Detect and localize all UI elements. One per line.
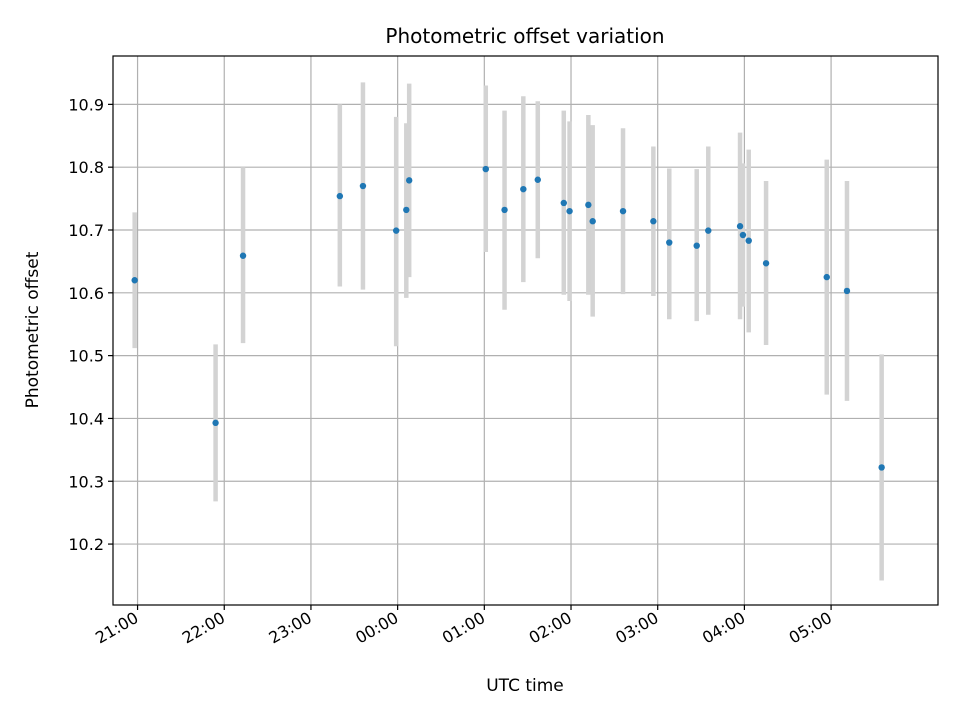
data-point [585,201,592,209]
data-point [589,218,596,225]
point-series [131,165,885,471]
data-point [762,260,770,267]
data-point [239,252,247,259]
plot-frame [112,55,939,606]
data-point [212,419,219,427]
chart-title: Photometric offset variation [385,24,664,48]
y-tick-label: 10.4 [68,409,104,428]
data-point [650,218,657,225]
y-tick-label: 10.8 [68,158,104,177]
x-axis-title: UTC time [486,676,564,696]
y-tick-label: 10.5 [68,347,104,366]
y-tick-label: 10.2 [68,535,104,554]
data-point [736,223,744,230]
data-point [482,165,489,173]
data-point [131,277,138,284]
y-tick-label: 10.3 [68,472,104,491]
data-point [336,192,344,200]
data-point [566,207,573,215]
y-tick-label: 10.7 [68,221,104,240]
data-point [693,242,700,249]
data-point [739,231,747,239]
data-point [823,273,830,281]
data-point [534,176,541,183]
data-point [619,207,627,215]
data-point [666,239,673,246]
data-point [843,287,851,295]
y-tick-label: 10.9 [68,95,104,114]
data-point [745,237,752,244]
y-axis: 10.2 10.3 10.4 10.5 10.6 10.7 10.8 10.9 [68,95,113,554]
data-point [403,206,410,214]
y-tick-label: 10.6 [68,284,104,303]
data-point [392,227,400,234]
data-point [520,185,527,193]
data-point [878,464,885,471]
y-axis-title: Photometric offset [23,251,43,408]
data-point [560,199,567,207]
data-point [705,227,712,234]
data-point [405,177,413,184]
data-point [501,206,508,214]
data-point [359,182,367,190]
